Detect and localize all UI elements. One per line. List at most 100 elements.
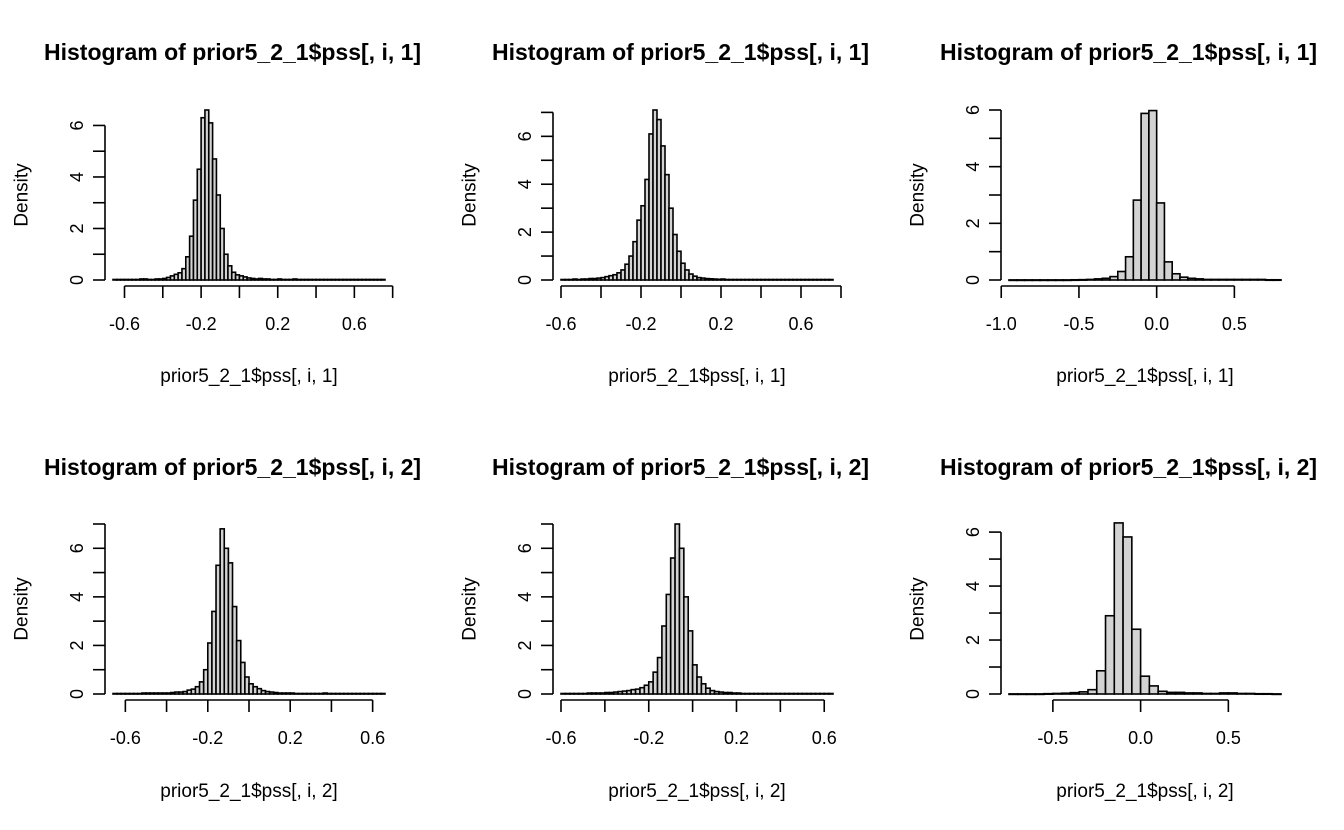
histogram-bar <box>1060 692 1072 695</box>
y-tick-label: 6 <box>963 527 983 537</box>
y-axis: 0 2 4 6 <box>515 111 554 285</box>
y-axis-label: Density <box>460 577 481 641</box>
histogram-bar <box>1095 669 1107 695</box>
y-axis: 0 2 4 6 <box>963 527 1002 699</box>
y-tick-label: 4 <box>67 592 87 602</box>
y-tick-label: 4 <box>67 172 87 182</box>
x-axis: -0.6 -0.2 0.2 0.6 <box>545 285 842 334</box>
histogram-bar <box>1174 691 1186 695</box>
histogram-bar <box>1031 279 1041 282</box>
histogram-bars <box>112 528 386 695</box>
y-axis-label: Density <box>12 163 33 227</box>
histogram-bar <box>1025 693 1037 696</box>
y-tick-label: 0 <box>67 275 87 285</box>
y-tick-label: 6 <box>67 120 87 130</box>
histogram-bar <box>1179 276 1189 281</box>
x-axis: -0.5 0.0 0.5 <box>1037 699 1241 748</box>
chart-title: Histogram of prior5_2_1$pss[, i, 2] <box>940 454 1317 480</box>
histogram-bar <box>1148 109 1158 281</box>
histogram-bar <box>1087 688 1098 695</box>
histogram-bars <box>1008 109 1282 282</box>
x-tick-label: -0.5 <box>1037 728 1068 748</box>
y-tick-label: 0 <box>963 275 983 285</box>
x-tick-label: 0.5 <box>1216 728 1241 748</box>
y-tick-label: 2 <box>515 227 535 237</box>
histogram-bar <box>1085 278 1096 281</box>
histogram-bar <box>1034 693 1045 696</box>
histogram-bar <box>1253 692 1265 696</box>
x-axis: -0.6 -0.2 0.2 0.6 <box>109 285 394 334</box>
histogram-bars <box>560 109 834 281</box>
x-tick-label: 0.0 <box>1144 314 1169 334</box>
histogram-bars <box>560 523 834 695</box>
histogram-bar <box>1101 277 1111 281</box>
histogram-panel-6: Histogram of prior5_2_1$pss[, i, 2] -0.5 0… <box>908 454 1318 802</box>
x-tick-label: 0.6 <box>812 728 837 748</box>
histogram-bar <box>1163 261 1174 281</box>
histogram-bar <box>1039 279 1049 282</box>
chart-title: Histogram of prior5_2_1$pss[, i, 2] <box>44 454 421 480</box>
histogram-bar <box>1245 692 1256 695</box>
x-tick-label: 0.2 <box>724 728 749 748</box>
x-tick-label: -0.2 <box>192 728 223 748</box>
x-tick-label: 0.2 <box>265 314 290 334</box>
histogram-bar <box>1271 693 1282 696</box>
histogram-bar <box>1264 278 1275 282</box>
histogram-bar <box>1227 692 1238 695</box>
histogram-bar <box>1069 691 1080 695</box>
y-axis-label: Density <box>908 163 929 227</box>
x-tick-label: -0.6 <box>109 314 140 334</box>
histogram-bar <box>1015 279 1026 282</box>
y-tick-label: 4 <box>963 162 983 172</box>
histogram-bar <box>1225 278 1236 281</box>
y-axis: 0 2 4 6 <box>515 523 554 699</box>
histogram-bar <box>1256 278 1267 281</box>
histogram-bar <box>1192 692 1203 695</box>
histogram-panel-5: Histogram of prior5_2_1$pss[, i, 2]-0.6-… <box>460 454 870 802</box>
x-tick-label: -0.2 <box>186 314 217 334</box>
histogram-bar <box>1008 279 1018 282</box>
y-tick-label: 2 <box>67 640 87 650</box>
histogram-bar <box>1078 278 1088 281</box>
histogram-bar <box>1043 692 1054 695</box>
histogram-bar <box>1109 275 1119 281</box>
histogram-bar <box>1062 279 1072 282</box>
histogram-bar <box>1104 614 1116 695</box>
x-axis: -1.0 -0.5 0.0 0.5 <box>986 285 1247 334</box>
chart-title: Histogram of prior5_2_1$pss[, i, 2] <box>492 454 869 480</box>
x-tick-label: -0.6 <box>545 314 576 334</box>
x-tick-label: 0.6 <box>342 314 367 334</box>
x-tick-label: -0.2 <box>625 314 656 334</box>
histogram-bar <box>1210 692 1221 695</box>
y-tick-label: 0 <box>515 275 535 285</box>
histogram-bar <box>1241 278 1251 281</box>
x-tick-label: -0.6 <box>110 728 141 748</box>
x-tick-label: 0.6 <box>788 314 813 334</box>
histogram-bar <box>1093 278 1104 281</box>
chart-title: Histogram of prior5_2_1$pss[, i, 1] <box>44 39 421 65</box>
histogram-bar <box>1008 693 1019 696</box>
x-axis-label: prior5_2_1$pss[, i, 1] <box>160 366 337 387</box>
histogram-bar <box>1070 278 1080 282</box>
histogram-bar <box>1148 685 1159 695</box>
y-tick-label: 0 <box>963 689 983 699</box>
x-axis-label: prior5_2_1$pss[, i, 2] <box>608 781 785 802</box>
x-tick-label: -1.0 <box>986 314 1017 334</box>
histogram-bar <box>827 692 834 695</box>
y-tick-label: 2 <box>515 640 535 650</box>
histogram-bar <box>1249 278 1259 281</box>
histogram-bar <box>1210 278 1220 281</box>
histogram-bar <box>1236 692 1247 695</box>
y-tick-label: 6 <box>963 105 983 115</box>
y-tick-label: 2 <box>67 223 87 233</box>
histogram-bar <box>1122 536 1133 695</box>
y-axis: 0 2 4 6 <box>67 523 106 699</box>
histogram-bar <box>1132 199 1142 281</box>
histogram-bar <box>1218 278 1228 281</box>
x-tick-label: 0.6 <box>360 728 385 748</box>
y-tick-label: 2 <box>963 635 983 645</box>
histogram-bar <box>1078 691 1089 695</box>
histogram-bar <box>1052 692 1063 695</box>
x-axis-label: prior5_2_1$pss[, i, 1] <box>608 366 785 387</box>
y-tick-label: 4 <box>515 592 535 602</box>
